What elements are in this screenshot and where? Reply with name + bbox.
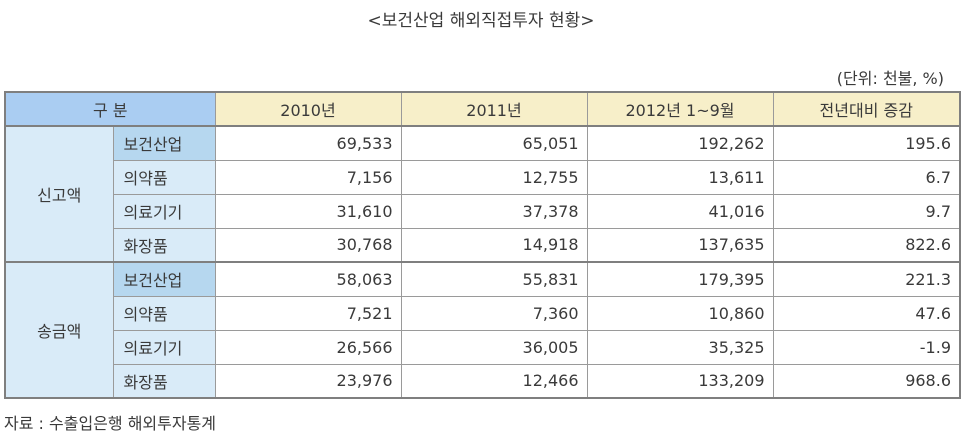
table-cell: 14,918 (400, 227, 588, 263)
table-row: 송금액 보건산업 58,063 55,831 179,395 221.3 (4, 261, 961, 399)
page-title: <보건산업 해외직접투자 현황> (367, 11, 595, 31)
table-cell: 133,209 (586, 363, 774, 399)
table-cell: 37,378 (400, 193, 588, 229)
unit-note: (단위: 천불, %) (836, 69, 944, 88)
table-cell: 26,566 (214, 329, 402, 365)
table-row: 신고액 보건산업 69,533 65,051 192,262 195.6 (4, 125, 961, 263)
table-cell: 36,005 (400, 329, 588, 365)
table-cell: -1.9 (772, 329, 961, 365)
table-cell: 7,521 (214, 295, 402, 331)
row-label: 화장품 (112, 227, 216, 263)
header-category: 구 분 (4, 91, 216, 127)
table-cell: 6.7 (772, 159, 961, 195)
table-cell: 195.6 (772, 125, 961, 161)
table-header-row: 구 분 2010년 2011년 2012년 1~9월 전년대비 증감 (4, 91, 961, 127)
table-row: 의약품 7,521 7,360 10,860 47.6 (5, 295, 961, 331)
investment-table: 구 분 2010년 2011년 2012년 1~9월 전년대비 증감 신고액 보… (4, 91, 961, 399)
row-label: 보건산업 (112, 261, 216, 297)
row-label: 의료기기 (112, 193, 216, 229)
table-cell: 69,533 (214, 125, 402, 161)
table-cell: 179,395 (586, 261, 774, 297)
table-cell: 47.6 (772, 295, 961, 331)
table-row: 화장품 30,768 14,918 137,635 822.6 (5, 227, 961, 263)
row-label: 의약품 (112, 159, 216, 195)
source-note: 자료 : 수출입은행 해외투자통계 (4, 414, 217, 433)
table-cell: 35,325 (586, 329, 774, 365)
table-cell: 65,051 (400, 125, 588, 161)
table-cell: 192,262 (586, 125, 774, 161)
table-row: 의료기기 31,610 37,378 41,016 9.7 (5, 193, 961, 229)
table-cell: 10,860 (586, 295, 774, 331)
table-cell: 7,360 (400, 295, 588, 331)
table-cell: 822.6 (772, 227, 961, 263)
table-cell: 30,768 (214, 227, 402, 263)
table-cell: 7,156 (214, 159, 402, 195)
table-cell: 31,610 (214, 193, 402, 229)
header-2011: 2011년 (400, 91, 588, 127)
group-label-remitted: 송금액 (4, 261, 114, 399)
table-cell: 968.6 (772, 363, 961, 399)
row-label: 의료기기 (112, 329, 216, 365)
table-row: 의약품 7,156 12,755 13,611 6.7 (5, 159, 961, 195)
table-cell: 137,635 (586, 227, 774, 263)
table-cell: 12,755 (400, 159, 588, 195)
table-cell: 12,466 (400, 363, 588, 399)
table-row: 화장품 23,976 12,466 133,209 968.6 (5, 363, 961, 399)
header-2012-jan-sep: 2012년 1~9월 (586, 91, 774, 127)
row-label: 화장품 (112, 363, 216, 399)
row-label: 의약품 (112, 295, 216, 331)
header-2010: 2010년 (214, 91, 402, 127)
table-cell: 221.3 (772, 261, 961, 297)
table-cell: 41,016 (586, 193, 774, 229)
table-cell: 55,831 (400, 261, 588, 297)
table-cell: 58,063 (214, 261, 402, 297)
row-label: 보건산업 (112, 125, 216, 161)
table-cell: 13,611 (586, 159, 774, 195)
header-yoy-change: 전년대비 증감 (772, 91, 961, 127)
table-cell: 23,976 (214, 363, 402, 399)
table-cell: 9.7 (772, 193, 961, 229)
group-label-declared: 신고액 (4, 125, 114, 263)
table-row: 의료기기 26,566 36,005 35,325 -1.9 (5, 329, 961, 365)
